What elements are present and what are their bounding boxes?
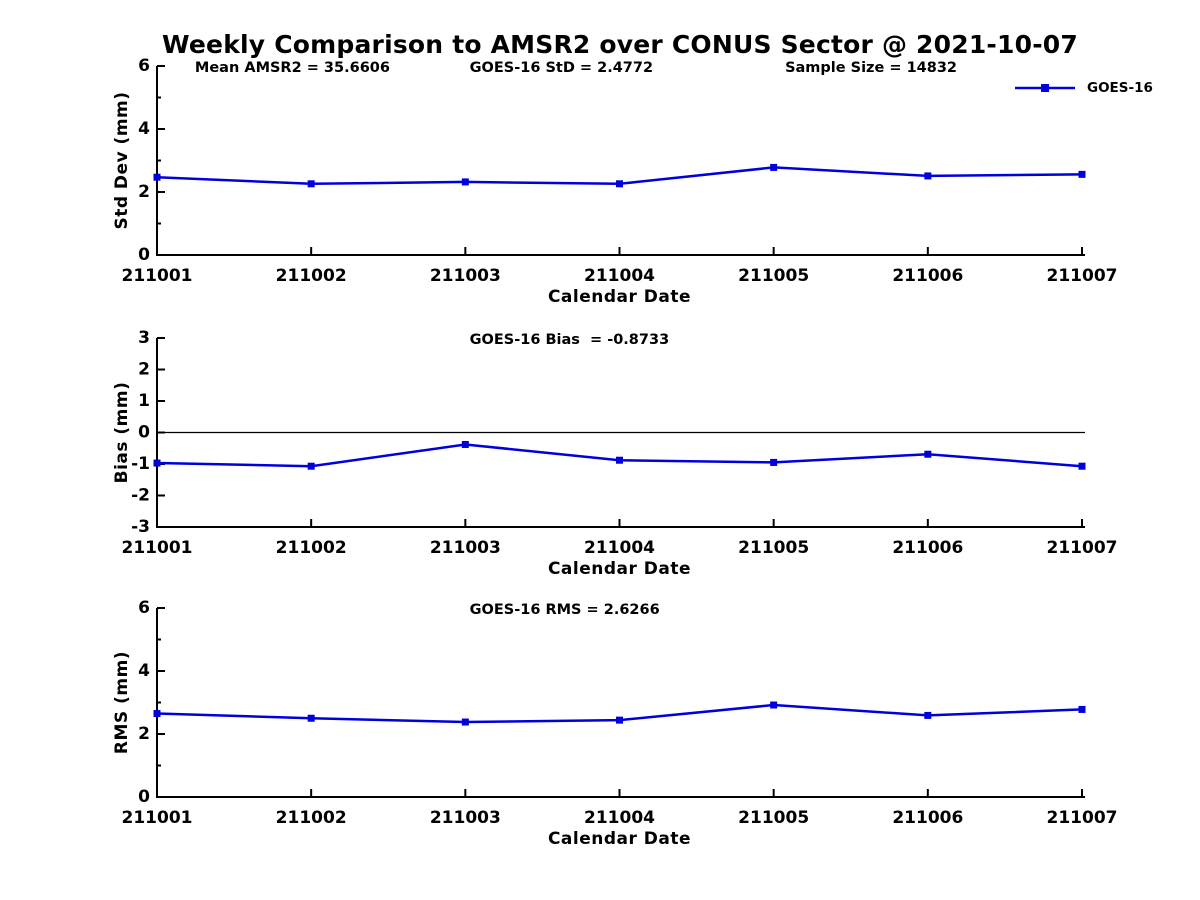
x-tick-label: 211003 — [430, 266, 501, 286]
x-tick-label: 211001 — [122, 538, 193, 558]
data-point-marker — [307, 462, 315, 470]
annotation: GOES-16 RMS = 2.6266 — [470, 602, 660, 618]
data-point-marker — [616, 716, 623, 724]
x-tick-label: 211002 — [276, 266, 347, 286]
legend-marker — [1041, 84, 1049, 92]
data-point-marker — [153, 459, 161, 467]
x-tick-label: 211006 — [892, 266, 963, 286]
x-tick-label: 211007 — [1047, 808, 1118, 828]
x-tick-label: 211002 — [276, 808, 347, 828]
x-axis-title: Calendar Date — [548, 559, 691, 579]
y-tick-label: 3 — [138, 328, 150, 348]
x-tick-label: 211007 — [1047, 538, 1118, 558]
y-tick-label: 1 — [138, 391, 150, 411]
annotation: GOES-16 StD = 2.4772 — [470, 60, 653, 76]
y-axis-title: Bias (mm) — [112, 382, 132, 484]
x-tick-label: 211003 — [430, 808, 501, 828]
x-tick-label: 211005 — [738, 266, 809, 286]
y-tick-label: -2 — [131, 486, 150, 506]
chart-title: Weekly Comparison to AMSR2 over CONUS Se… — [162, 30, 1078, 59]
y-tick-label: 0 — [138, 787, 150, 807]
x-axis-title: Calendar Date — [548, 287, 691, 307]
data-point-marker — [1078, 462, 1086, 470]
x-tick-label: 211006 — [892, 538, 963, 558]
data-point-marker — [1078, 170, 1086, 178]
y-tick-label: -1 — [131, 454, 150, 474]
data-point-marker — [461, 718, 469, 726]
y-axis-title: RMS (mm) — [112, 651, 132, 754]
x-tick-label: 211004 — [584, 266, 655, 286]
data-point-marker — [770, 701, 778, 709]
data-point-marker — [924, 450, 932, 458]
data-point-marker — [461, 178, 469, 186]
data-point-marker — [770, 458, 778, 466]
data-point-marker — [616, 456, 623, 464]
y-tick-label: 6 — [138, 56, 150, 76]
annotation: GOES-16 Bias = -0.8733 — [470, 332, 670, 348]
data-point-marker — [461, 440, 469, 448]
y-tick-label: 2 — [138, 360, 150, 380]
x-tick-label: 211005 — [738, 808, 809, 828]
annotation: Mean AMSR2 = 35.6606 — [195, 60, 390, 76]
x-tick-label: 211007 — [1047, 266, 1118, 286]
y-tick-label: -3 — [131, 517, 150, 537]
y-tick-label: 2 — [138, 724, 150, 744]
x-tick-label: 211001 — [122, 266, 193, 286]
data-point-marker — [924, 711, 932, 719]
y-tick-label: 4 — [138, 119, 150, 139]
y-tick-label: 4 — [138, 661, 150, 681]
x-tick-label: 211002 — [276, 538, 347, 558]
data-point-marker — [770, 163, 778, 171]
data-point-marker — [616, 180, 623, 188]
data-point-marker — [307, 714, 315, 722]
x-tick-label: 211005 — [738, 538, 809, 558]
legend-label: GOES-16 — [1087, 80, 1153, 96]
data-point-marker — [153, 173, 161, 181]
x-tick-label: 211006 — [892, 808, 963, 828]
y-tick-label: 0 — [138, 423, 150, 443]
x-tick-label: 211003 — [430, 538, 501, 558]
data-point-marker — [1078, 705, 1086, 713]
data-point-marker — [924, 172, 932, 180]
annotation: Sample Size = 14832 — [785, 60, 957, 76]
data-point-marker — [153, 710, 161, 718]
y-tick-label: 6 — [138, 598, 150, 618]
x-tick-label: 211004 — [584, 808, 655, 828]
y-tick-label: 0 — [138, 245, 150, 265]
data-point-marker — [307, 180, 315, 188]
y-axis-title: Std Dev (mm) — [112, 91, 132, 229]
x-axis-title: Calendar Date — [548, 829, 691, 849]
x-tick-label: 211001 — [122, 808, 193, 828]
x-tick-label: 211004 — [584, 538, 655, 558]
y-tick-label: 2 — [138, 182, 150, 202]
